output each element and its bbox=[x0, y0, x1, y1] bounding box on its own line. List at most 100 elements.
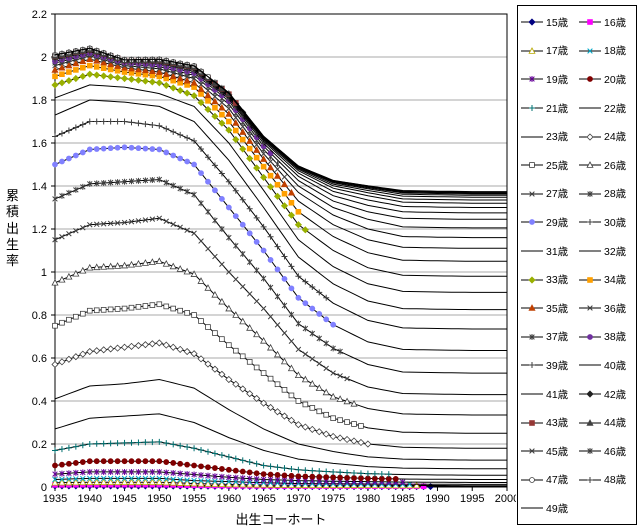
legend-item-age-48: 48歳 bbox=[578, 466, 636, 495]
legend-item-label: 48歳 bbox=[604, 474, 627, 487]
series-age-18 bbox=[52, 475, 507, 487]
x-tick-label: 1945 bbox=[112, 493, 136, 505]
legend: 15歳 16歳 17歳 18歳 19歳 20歳 21歳 22歳 23歳 24歳 25歳 26歳 27歳 2… bbox=[517, 5, 637, 525]
legend-marker-circle-icon bbox=[579, 333, 601, 340]
legend-marker-plus-icon bbox=[521, 105, 543, 112]
legend-item-age-17: 17歳 bbox=[520, 37, 578, 66]
series bbox=[51, 45, 507, 491]
series-age-25 bbox=[52, 301, 507, 434]
y-tick-label: 1.6 bbox=[32, 138, 47, 150]
legend-item-label: 19歳 bbox=[546, 73, 569, 86]
series-age-20 bbox=[52, 458, 507, 482]
legend-item-label: 28歳 bbox=[604, 188, 627, 201]
legend-item-age-36: 36歳 bbox=[578, 294, 636, 323]
legend-item-label: 33歳 bbox=[546, 274, 569, 287]
legend-item-label: 17歳 bbox=[546, 45, 569, 58]
legend-item-age-38: 38歳 bbox=[578, 323, 636, 352]
legend-item-age-35: 35歳 bbox=[520, 294, 578, 323]
legend-item-age-18: 18歳 bbox=[578, 37, 636, 66]
legend-item-label: 22歳 bbox=[604, 102, 627, 115]
legend-marker-circle-icon bbox=[579, 76, 601, 83]
legend-item-age-22: 22歳 bbox=[578, 94, 636, 123]
series-age-27 bbox=[52, 215, 507, 396]
x-tick-labels: 1935 1940 1945 1950 1955 1960 1965 1970 1975 1980… bbox=[43, 493, 516, 505]
series-age-21 bbox=[52, 438, 507, 478]
x-tick-label: 1970 bbox=[286, 493, 310, 505]
legend-line-icon bbox=[521, 250, 543, 252]
legend-marker-x-icon bbox=[521, 191, 543, 197]
legend-item-age-34: 34歳 bbox=[578, 265, 636, 294]
legend-item-label: 34歳 bbox=[604, 274, 627, 287]
series-age-26 bbox=[51, 257, 507, 416]
legend-item-age-41: 41歳 bbox=[520, 380, 578, 409]
x-axis-title: 出生コーホート bbox=[235, 512, 327, 527]
x-tick-label: 1985 bbox=[390, 493, 414, 505]
tick-marks bbox=[51, 13, 508, 491]
legend-marker-circle-icon bbox=[521, 476, 543, 483]
series-age-47 bbox=[52, 45, 507, 193]
legend-marker-star-icon bbox=[579, 448, 601, 455]
y-tick-label: 1.4 bbox=[32, 181, 47, 193]
legend-item-label: 24歳 bbox=[604, 131, 627, 144]
series-age-19 bbox=[52, 468, 507, 486]
legend-line-icon bbox=[579, 107, 601, 109]
legend-item-label: 40歳 bbox=[604, 359, 627, 372]
legend-marker-triangle-icon bbox=[521, 304, 543, 312]
y-tick-label: 1.2 bbox=[32, 224, 47, 236]
legend-item-label: 29歳 bbox=[546, 216, 569, 229]
legend-marker-plus-icon bbox=[579, 476, 601, 483]
legend-marker-plus-icon bbox=[521, 362, 543, 369]
legend-item-label: 47歳 bbox=[546, 474, 569, 487]
legend-item-label: 31歳 bbox=[546, 245, 569, 258]
legend-item-label: 32歳 bbox=[604, 245, 627, 258]
legend-line-icon bbox=[579, 364, 601, 366]
x-tick-label: 1950 bbox=[147, 493, 171, 505]
legend-item-age-30: 30歳 bbox=[578, 208, 636, 237]
x-tick-label: 1935 bbox=[43, 493, 67, 505]
series-age-24 bbox=[51, 339, 507, 449]
legend-marker-star-icon bbox=[521, 333, 543, 340]
legend-item-age-40: 40歳 bbox=[578, 351, 636, 380]
legend-item-label: 43歳 bbox=[546, 417, 569, 430]
legend-marker-x-icon bbox=[579, 305, 601, 311]
series-age-32 bbox=[54, 84, 507, 293]
legend-item-age-27: 27歳 bbox=[520, 180, 578, 209]
legend-item-label: 25歳 bbox=[546, 159, 569, 172]
series-age-31 bbox=[54, 99, 507, 311]
legend-item-label: 26歳 bbox=[604, 159, 627, 172]
legend-marker-square-icon bbox=[521, 419, 543, 426]
y-tick-label: 2 bbox=[41, 52, 47, 64]
x-tick-label: 1995 bbox=[460, 493, 484, 505]
legend-item-age-31: 31歳 bbox=[520, 237, 578, 266]
x-tick-label: 1960 bbox=[217, 493, 241, 505]
x-tick-label: 1940 bbox=[78, 493, 102, 505]
legend-item-label: 46歳 bbox=[604, 445, 627, 458]
legend-marker-triangle-icon bbox=[579, 161, 601, 169]
series-age-43 bbox=[52, 46, 507, 198]
series-age-33 bbox=[51, 70, 507, 277]
legend-item-age-33: 33歳 bbox=[520, 265, 578, 294]
y-tick-label: 1.8 bbox=[32, 95, 47, 107]
legend-marker-square-icon bbox=[579, 276, 601, 283]
legend-marker-diamond-icon bbox=[579, 390, 601, 398]
legend-marker-diamond-icon bbox=[579, 133, 601, 141]
y-tick-label: 0.2 bbox=[32, 439, 47, 451]
legend-item-label: 49歳 bbox=[546, 502, 569, 515]
legend-item-label: 44歳 bbox=[604, 417, 627, 430]
legend-marker-star-icon bbox=[521, 76, 543, 83]
legend-marker-circle-icon bbox=[521, 219, 543, 226]
legend-item-label: 37歳 bbox=[546, 331, 569, 344]
series-age-49 bbox=[54, 47, 507, 193]
legend-line-icon bbox=[579, 250, 601, 252]
series-age-23 bbox=[54, 378, 507, 461]
legend-marker-diamond-icon bbox=[521, 18, 543, 26]
x-tick-label: 1980 bbox=[356, 493, 380, 505]
legend-line-icon bbox=[521, 507, 543, 509]
legend-item-age-19: 19歳 bbox=[520, 65, 578, 94]
legend-item-age-15: 15歳 bbox=[520, 8, 578, 37]
x-tick-label: 1965 bbox=[251, 493, 275, 505]
legend-marker-triangle-icon bbox=[521, 47, 543, 54]
legend-item-label: 20歳 bbox=[604, 73, 627, 86]
y-tick-label: 1 bbox=[41, 267, 47, 279]
